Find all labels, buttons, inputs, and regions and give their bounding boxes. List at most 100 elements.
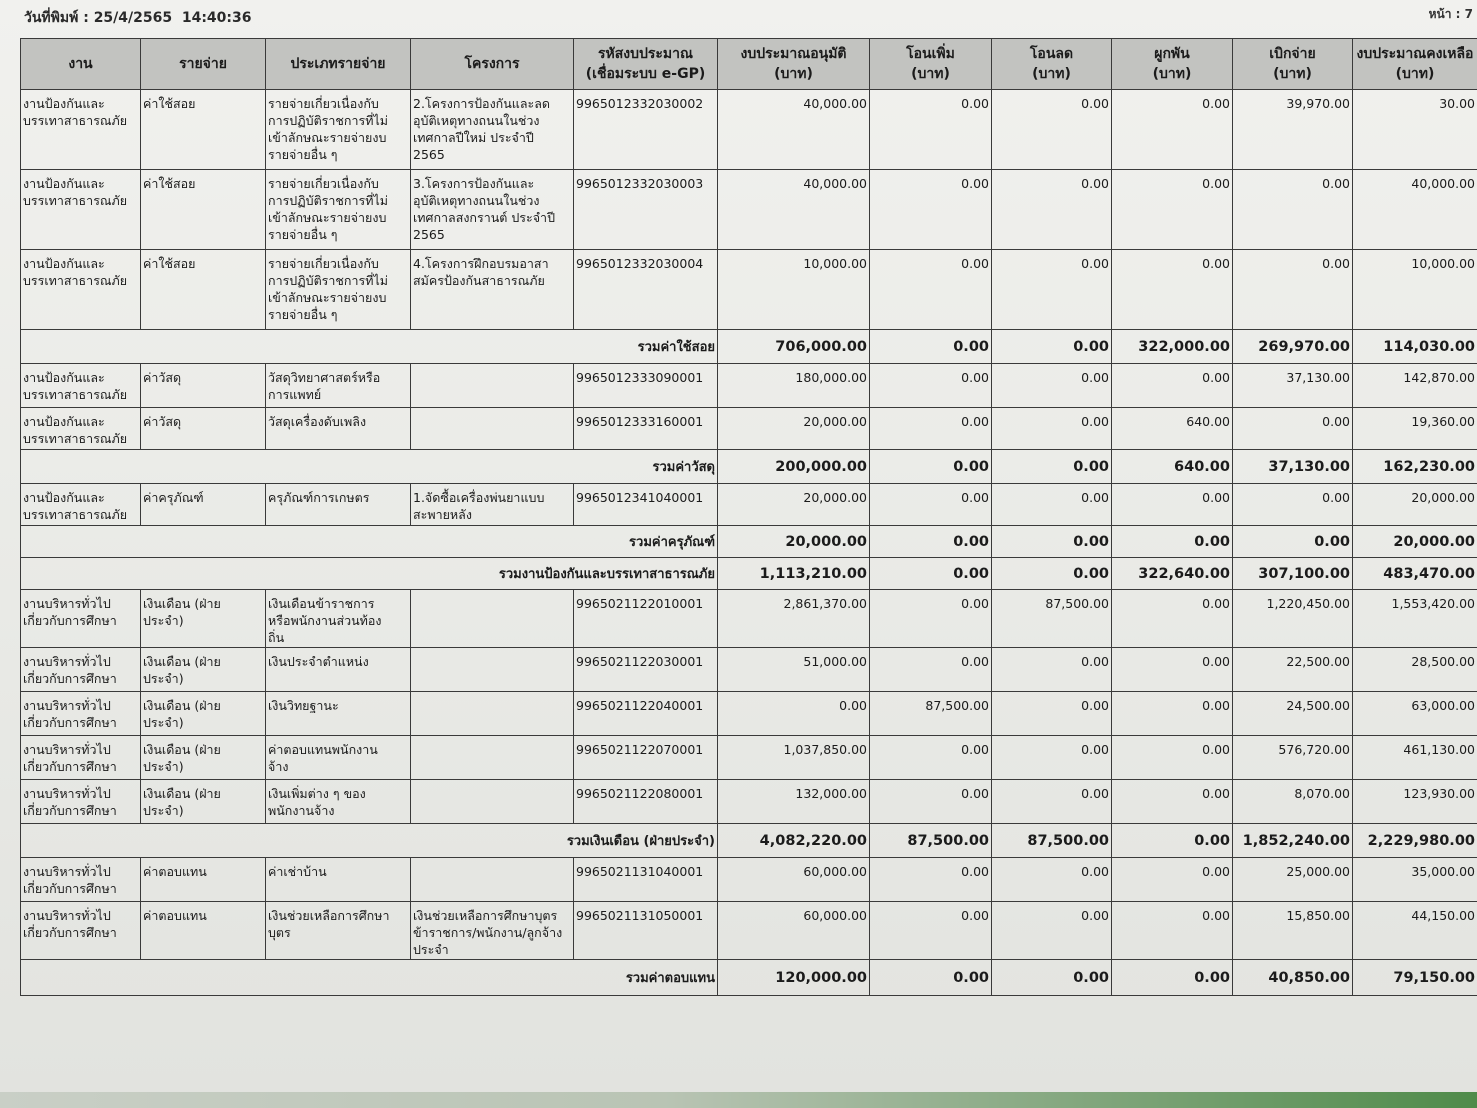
cell-approved: 20,000.00 <box>717 525 870 558</box>
cell-project: 1.จัดซื้อเครื่องพ่นยาแบบ สะพายหลัง <box>410 483 574 526</box>
cell-remaining: 79,150.00 <box>1352 959 1477 996</box>
cell-transfer-out: 87,500.00 <box>991 823 1112 858</box>
column-header-committed: ผูกพัน (บาท) <box>1111 38 1233 90</box>
cell-approved: 51,000.00 <box>717 647 870 692</box>
cell-transfer-in: 87,500.00 <box>869 691 992 736</box>
cell-transfer-in: 0.00 <box>869 735 992 780</box>
cell-budget-code: 9965021122070001 <box>573 735 718 780</box>
cell-remaining: 142,870.00 <box>1352 363 1477 408</box>
cell-project <box>410 647 574 692</box>
cell-budget-code: 9965021122040001 <box>573 691 718 736</box>
cell-committed: 0.00 <box>1111 779 1233 824</box>
cell-category: วัสดุวิทยาศาสตร์หรือ การแพทย์ <box>265 363 411 408</box>
cell-transfer-out: 0.00 <box>991 557 1112 590</box>
cell-project <box>410 735 574 780</box>
cell-transfer-out: 0.00 <box>991 959 1112 996</box>
column-header-remaining: งบประมาณคงเหลือ (บาท) <box>1352 38 1477 90</box>
cell-committed: 0.00 <box>1111 525 1233 558</box>
cell-transfer-out: 0.00 <box>991 249 1112 330</box>
cell-budget-code: 9965021122080001 <box>573 779 718 824</box>
cell-expense: เงินเดือน (ฝ่าย ประจำ) <box>140 779 266 824</box>
subtotal-row: รวมเงินเดือน (ฝ่ายประจำ) 4,082,220.00 87,5… <box>20 823 1477 858</box>
cell-transfer-out: 87,500.00 <box>991 589 1112 648</box>
subtotal-row: รวมค่าใช้สอย 706,000.00 0.00 0.00 322,000.00… <box>20 329 1477 364</box>
cell-category: รายจ่ายเกี่ยวเนื่องกับ การปฏิบัติราชการท… <box>265 249 411 330</box>
column-header-expense: รายจ่าย <box>140 38 266 90</box>
cell-transfer-in: 0.00 <box>869 407 992 450</box>
cell-transfer-in: 0.00 <box>869 779 992 824</box>
cell-transfer-in: 0.00 <box>869 169 992 250</box>
cell-disbursed: 0.00 <box>1232 169 1353 250</box>
cell-disbursed: 0.00 <box>1232 249 1353 330</box>
cell-remaining: 123,930.00 <box>1352 779 1477 824</box>
cell-budget-code: 9965012341040001 <box>573 483 718 526</box>
cell-disbursed: 1,220,450.00 <box>1232 589 1353 648</box>
cell-remaining: 483,470.00 <box>1352 557 1477 590</box>
cell-disbursed: 576,720.00 <box>1232 735 1353 780</box>
cell-approved: 132,000.00 <box>717 779 870 824</box>
cell-remaining: 2,229,980.00 <box>1352 823 1477 858</box>
cell-disbursed: 37,130.00 <box>1232 449 1353 484</box>
cell-disbursed: 24,500.00 <box>1232 691 1353 736</box>
cell-committed: 640.00 <box>1111 407 1233 450</box>
cell-transfer-out: 0.00 <box>991 691 1112 736</box>
cell-remaining: 20,000.00 <box>1352 483 1477 526</box>
cell-committed: 322,000.00 <box>1111 329 1233 364</box>
cell-committed: 0.00 <box>1111 857 1233 902</box>
cell-approved: 1,113,210.00 <box>717 557 870 590</box>
print-date: วันที่พิมพ์ : 25/4/2565 14:40:36 <box>24 10 252 26</box>
cell-task: งานบริหารทั่วไป เกี่ยวกับการศึกษา <box>20 901 141 960</box>
cell-project <box>410 691 574 736</box>
cell-category: ค่าเช่าบ้าน <box>265 857 411 902</box>
cell-approved: 40,000.00 <box>717 89 870 170</box>
table-row: งานบริหารทั่วไป เกี่ยวกับการศึกษา เงินเดื… <box>20 647 1477 692</box>
cell-task: งานบริหารทั่วไป เกี่ยวกับการศึกษา <box>20 857 141 902</box>
cell-transfer-out: 0.00 <box>991 483 1112 526</box>
cell-approved: 4,082,220.00 <box>717 823 870 858</box>
cell-transfer-in: 0.00 <box>869 959 992 996</box>
cell-project <box>410 407 574 450</box>
subtotal-label: รวมค่าตอบแทน <box>20 959 718 996</box>
cell-expense: ค่าตอบแทน <box>140 857 266 902</box>
cell-project: เงินช่วยเหลือการศึกษาบุตร ข้าราชการ/พนัก… <box>410 901 574 960</box>
cell-project <box>410 857 574 902</box>
cell-committed: 0.00 <box>1111 483 1233 526</box>
cell-task: งานบริหารทั่วไป เกี่ยวกับการศึกษา <box>20 691 141 736</box>
subtotal-label: รวมเงินเดือน (ฝ่ายประจำ) <box>20 823 718 858</box>
cell-committed: 0.00 <box>1111 89 1233 170</box>
subtotal-label: รวมค่าวัสดุ <box>20 449 718 484</box>
cell-transfer-in: 0.00 <box>869 449 992 484</box>
table-row: งานบริหารทั่วไป เกี่ยวกับการศึกษา เงินเดื… <box>20 779 1477 824</box>
cell-disbursed: 8,070.00 <box>1232 779 1353 824</box>
cell-task: งานบริหารทั่วไป เกี่ยวกับการศึกษา <box>20 589 141 648</box>
column-header-approved: งบประมาณอนุมัติ (บาท) <box>717 38 870 90</box>
cell-project <box>410 363 574 408</box>
cell-approved: 20,000.00 <box>717 483 870 526</box>
cell-transfer-in: 0.00 <box>869 557 992 590</box>
cell-committed: 0.00 <box>1111 901 1233 960</box>
subtotal-label: รวมงานป้องกันและบรรเทาสาธารณภัย <box>20 557 718 590</box>
table-body: งานป้องกันและ บรรเทาสาธารณภัย ค่าใช้สอย รา… <box>20 89 1477 996</box>
cell-committed: 0.00 <box>1111 249 1233 330</box>
cell-category: เงินช่วยเหลือการศึกษา บุตร <box>265 901 411 960</box>
subtotal-row: รวมค่าวัสดุ 200,000.00 0.00 0.00 640.00 37,13… <box>20 449 1477 484</box>
cell-expense: ค่าครุภัณฑ์ <box>140 483 266 526</box>
cell-approved: 2,861,370.00 <box>717 589 870 648</box>
cell-expense: ค่าใช้สอย <box>140 249 266 330</box>
cell-transfer-out: 0.00 <box>991 89 1112 170</box>
cell-budget-code: 9965021131040001 <box>573 857 718 902</box>
cell-task: งานป้องกันและ บรรเทาสาธารณภัย <box>20 169 141 250</box>
cell-project: 2.โครงการป้องกันและลด อุบัติเหตุทางถนนใน… <box>410 89 574 170</box>
cell-category: วัสดุเครื่องดับเพลิง <box>265 407 411 450</box>
cell-remaining: 30.00 <box>1352 89 1477 170</box>
cell-remaining: 10,000.00 <box>1352 249 1477 330</box>
cell-remaining: 20,000.00 <box>1352 525 1477 558</box>
table-row: งานบริหารทั่วไป เกี่ยวกับการศึกษา ค่าตอบแ… <box>20 901 1477 960</box>
cell-expense: เงินเดือน (ฝ่าย ประจำ) <box>140 589 266 648</box>
cell-transfer-out: 0.00 <box>991 857 1112 902</box>
cell-expense: ค่าวัสดุ <box>140 363 266 408</box>
cell-committed: 0.00 <box>1111 691 1233 736</box>
cell-disbursed: 25,000.00 <box>1232 857 1353 902</box>
subtotal-label: รวมค่าใช้สอย <box>20 329 718 364</box>
